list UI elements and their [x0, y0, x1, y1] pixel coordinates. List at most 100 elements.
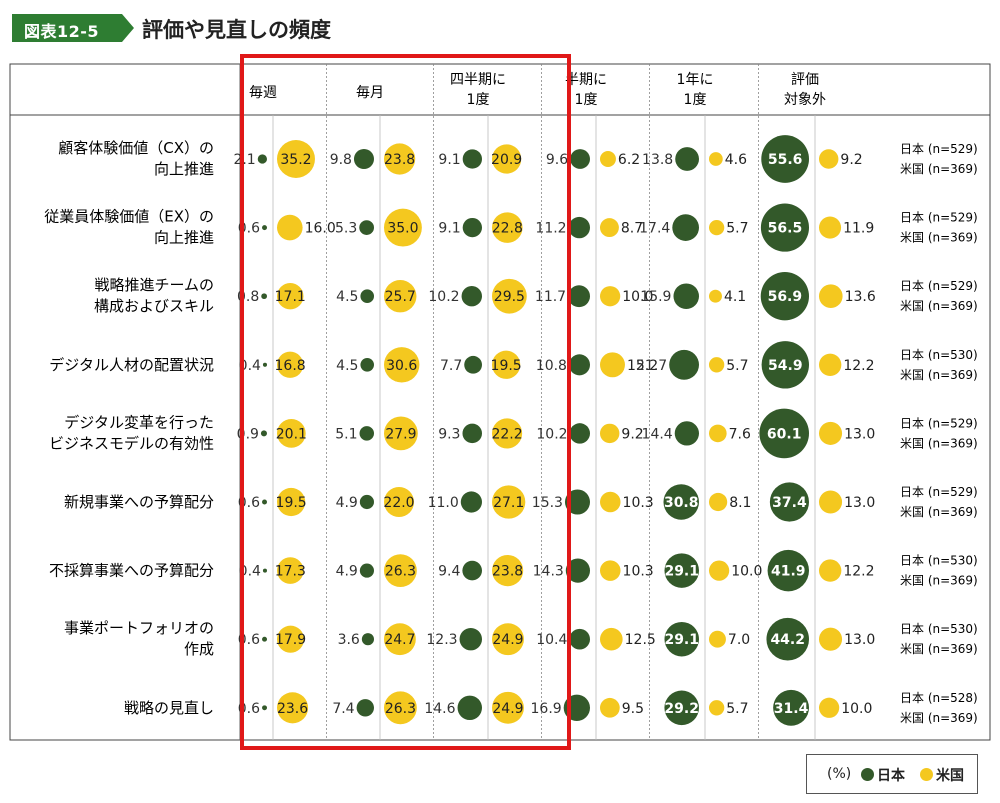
sample-size-us: 米国 (n=369)	[900, 711, 978, 725]
us-bubble	[384, 347, 420, 383]
legend-japan-dot	[861, 768, 874, 781]
us-value-label: 20.1	[276, 426, 307, 442]
japan-bubble	[356, 699, 374, 717]
sample-size-japan: 日本 (n=530)	[900, 622, 978, 636]
us-value-label: 22.0	[383, 495, 414, 511]
us-value-label: 12.2	[843, 564, 874, 580]
us-bubble	[384, 143, 416, 175]
japan-bubble	[262, 568, 267, 573]
us-value-label: 6.2	[618, 152, 640, 168]
us-value-label: 22.8	[492, 221, 523, 237]
row-label: 戦略の見直し	[124, 699, 214, 717]
us-bubble	[709, 700, 725, 716]
legend-us-dot	[920, 768, 933, 781]
japan-value-label: 15.9	[640, 289, 671, 305]
legend-us-label: 米国	[936, 768, 964, 784]
japan-bubble	[359, 426, 374, 441]
us-bubble	[384, 416, 418, 451]
us-value-label: 24.9	[492, 632, 523, 648]
us-value-label: 13.0	[844, 632, 875, 648]
us-value-label: 10.0	[841, 701, 872, 717]
us-bubble	[709, 357, 725, 373]
japan-bubble	[564, 489, 591, 515]
sample-size-japan: 日本 (n=529)	[900, 142, 978, 156]
sample-size-japan: 日本 (n=529)	[900, 279, 978, 293]
us-bubble	[819, 490, 843, 514]
row-label: 向上推進	[154, 229, 214, 247]
row-label: デジタル変革を行った	[64, 413, 214, 431]
japan-bubble	[565, 558, 591, 583]
row-label: 従業員体験価値（EX）の	[44, 208, 214, 226]
column-header: 1度	[684, 92, 707, 108]
us-value-label: 20.9	[491, 152, 522, 168]
japan-bubble	[461, 285, 483, 307]
japan-value-label: 15.3	[532, 495, 563, 511]
japan-bubble	[262, 499, 268, 505]
us-value-label: 5.7	[726, 221, 748, 237]
us-value-label: 27.1	[493, 495, 524, 511]
table-frame	[9, 63, 991, 741]
japan-bubble	[359, 220, 375, 235]
japan-value-label: 21.7	[636, 358, 667, 374]
row-label: 顧客体験価値（CX）の	[58, 139, 214, 157]
japan-bubble	[664, 690, 699, 726]
us-value-label: 30.6	[386, 358, 417, 374]
us-value-label: 26.3	[385, 564, 416, 580]
us-value-label: 19.5	[276, 495, 307, 511]
japan-bubble	[464, 355, 482, 374]
japan-bubble	[460, 491, 483, 513]
japan-bubble	[663, 484, 699, 520]
sample-size-us: 米国 (n=369)	[900, 162, 978, 176]
japan-bubble	[672, 214, 699, 241]
us-bubble	[492, 350, 521, 379]
column-header: 毎週	[249, 85, 277, 101]
us-value-label: 5.7	[726, 701, 748, 717]
us-bubble	[384, 486, 415, 518]
us-value-label: 4.1	[724, 289, 746, 305]
us-bubble	[384, 208, 422, 247]
japan-value-label: 29.1	[664, 632, 699, 648]
sample-size-japan: 日本 (n=529)	[900, 416, 978, 430]
japan-bubble	[360, 289, 374, 303]
us-bubble	[709, 492, 728, 512]
japan-bubble	[675, 147, 700, 171]
japan-bubble	[257, 154, 267, 164]
us-bubble	[600, 286, 621, 307]
japan-value-label: 29.1	[664, 564, 699, 580]
japan-value-label: 55.6	[768, 152, 803, 168]
japan-bubble	[568, 216, 591, 239]
us-value-label: 25.7	[385, 289, 416, 305]
column-header: 評価	[791, 72, 819, 88]
japan-value-label: 54.9	[768, 358, 803, 374]
japan-bubble	[462, 217, 482, 238]
us-bubble	[277, 282, 304, 310]
us-bubble	[819, 149, 839, 169]
figure-label-text: 図表12-5	[24, 22, 100, 41]
japan-value-label: 10.2	[428, 289, 459, 305]
row-label: 構成およびスキル	[94, 297, 214, 315]
us-value-label: 35.0	[387, 221, 418, 237]
japan-value-label: 60.1	[767, 426, 802, 442]
sample-size-us: 米国 (n=369)	[900, 505, 978, 519]
us-bubble	[384, 554, 417, 588]
us-value-label: 10.0	[731, 564, 762, 580]
row-label: 不採算事業への予算配分	[49, 562, 214, 580]
sample-size-us: 米国 (n=369)	[900, 299, 978, 313]
us-bubble	[492, 418, 523, 449]
japan-value-label: 4.9	[336, 564, 358, 580]
row-label: 作成	[184, 640, 214, 658]
japan-bubble	[569, 423, 590, 444]
us-value-label: 23.6	[277, 701, 308, 717]
us-bubble	[600, 218, 619, 238]
us-value-label: 27.9	[385, 426, 416, 442]
japan-value-label: 37.4	[772, 495, 807, 511]
us-value-label: 12.5	[625, 632, 656, 648]
sample-size-us: 米国 (n=369)	[900, 231, 978, 245]
us-value-label: 16.0	[305, 221, 336, 237]
us-bubble	[600, 627, 623, 651]
us-bubble	[819, 421, 843, 445]
us-bubble	[492, 278, 527, 314]
us-value-label: 8.1	[729, 495, 751, 511]
japan-bubble	[360, 358, 374, 372]
